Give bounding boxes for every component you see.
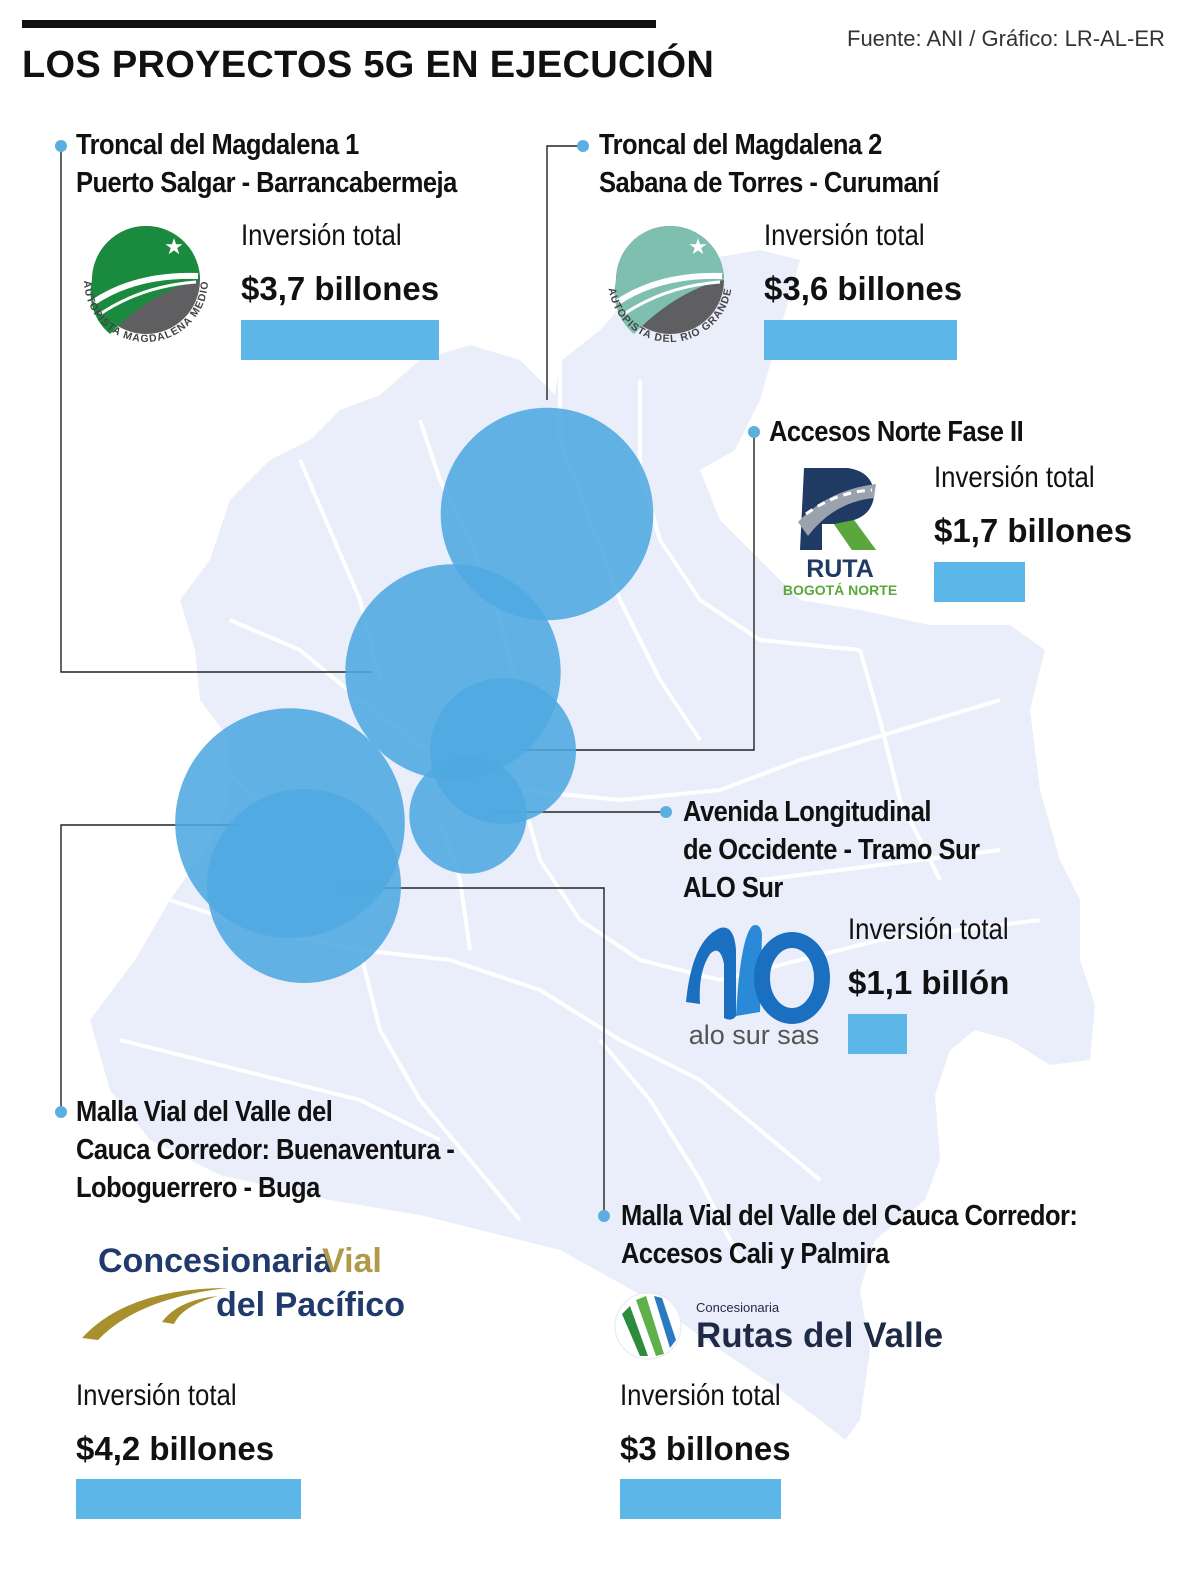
leader-line-troncal-2 [546,145,582,400]
autopista-magdalena-medio-logo: ★ AUTOPISTA MAGDALENA MEDIO [81,226,210,345]
project-3-dot [748,426,760,438]
project-1-name-line1: Troncal del Magdalena 1 [76,129,359,161]
rutas-del-valle-logo: Concesionaria Rutas del Valle [614,1292,943,1360]
project-2-investment-label: Inversión total [764,219,925,252]
project-5-name-line3: Loboguerrero - Buga [76,1172,320,1204]
project-1-dot [55,140,67,152]
project-2-name: Troncal del Magdalena 2 Sabana de Torres… [599,126,939,202]
alo-sur-logo-text: alo sur sas [689,1020,820,1050]
project-4-dot [660,806,672,818]
page-title: LOS PROYECTOS 5G EN EJECUCIÓN [22,44,715,86]
project-1-name: Troncal del Magdalena 1 Puerto Salgar - … [76,126,457,202]
project-5-investment-label: Inversión total [76,1379,237,1412]
project-1-investment-label: Inversión total [241,219,402,252]
project-4-name: Avenida Longitudinal de Occidente - Tram… [683,793,980,907]
project-4-amount: $1,1 billón [848,964,1010,1001]
bubble-cali-palmira [207,789,401,983]
project-5-name-line2: Cauca Corredor: Buenaventura - [76,1134,455,1166]
project-6-amount: $3 billones [620,1430,791,1467]
project-3-investment-label: Inversión total [934,461,1095,494]
project-2-name-line1: Troncal del Magdalena 2 [599,129,882,161]
project-6-name-line1: Malla Vial del Valle del Cauca Corredor: [621,1200,1078,1232]
leader-line-accesos-norte [522,432,755,751]
project-3-bar [934,562,1025,602]
cvp-logo-text-3: del Pacífico [216,1286,405,1324]
header-rule [22,20,656,28]
concesionaria-vial-pacifico-logo: Concesionaria Vial del Pacífico [82,1242,405,1340]
svg-text:★: ★ [688,235,708,260]
leader-line-troncal-1 [60,146,372,673]
map-borders [119,360,1041,1261]
project-5-name-line1: Malla Vial del Valle del [76,1096,333,1128]
project-5-amount: $4,2 billones [76,1430,275,1467]
project-3-name: Accesos Norte Fase II [769,413,1024,451]
project-4-name-line1: Avenida Longitudinal [683,796,931,828]
ruta-bogota-norte-logo: RUTA BOGOTÁ NORTE [783,468,897,598]
rutas-logo-text-1: Concesionaria [696,1300,780,1315]
project-6-bar [620,1479,781,1519]
project-4-investment-label: Inversión total [848,913,1009,946]
project-5-name: Malla Vial del Valle del Cauca Corredor:… [76,1093,455,1207]
bubble-troncal-2 [440,407,654,621]
project-3-name-line1: Accesos Norte Fase II [769,416,1024,448]
rutas-logo-text-2: Rutas del Valle [696,1316,943,1355]
project-1-name-line2: Puerto Salgar - Barrancabermeja [76,167,457,199]
project-6-dot [598,1210,610,1222]
project-5-bar [76,1479,301,1519]
project-2-bar [764,320,957,360]
svg-text:★: ★ [164,235,184,260]
map-silhouette [90,250,1095,1440]
project-4-bar [848,1014,907,1054]
project-5-dot [55,1106,67,1118]
autopista-rio-grande-logo: ★ AUTOPISTA DEL RIO GRANDE [606,226,733,345]
project-6-name: Malla Vial del Valle del Cauca Corredor:… [621,1197,1078,1273]
project-6-name-line2: Accesos Cali y Palmira [621,1238,889,1270]
bubble-alo-sur [409,756,527,874]
project-2-amount: $3,6 billones [764,270,963,307]
project-4-name-line3: ALO Sur [683,872,783,904]
cvp-logo-text-1: Concesionaria [98,1242,333,1280]
project-2-dot [577,140,589,152]
project-4-name-line2: de Occidente - Tramo Sur [683,834,980,866]
project-1-bar [241,320,439,360]
cvp-logo-text-2: Vial [322,1242,382,1280]
alo-sur-logo: alo sur sas [686,925,830,1050]
ruta-logo-text: RUTA [806,555,874,583]
source-note: Fuente: ANI / Gráfico: LR-AL-ER [847,26,1165,51]
project-3-amount: $1,7 billones [934,512,1133,549]
project-6-investment-label: Inversión total [620,1379,781,1412]
project-1-amount: $3,7 billones [241,270,440,307]
bogota-norte-logo-text: BOGOTÁ NORTE [783,582,897,598]
leader-line-cali-palmira [335,887,605,1216]
project-2-name-line2: Sabana de Torres - Curumaní [599,167,939,199]
